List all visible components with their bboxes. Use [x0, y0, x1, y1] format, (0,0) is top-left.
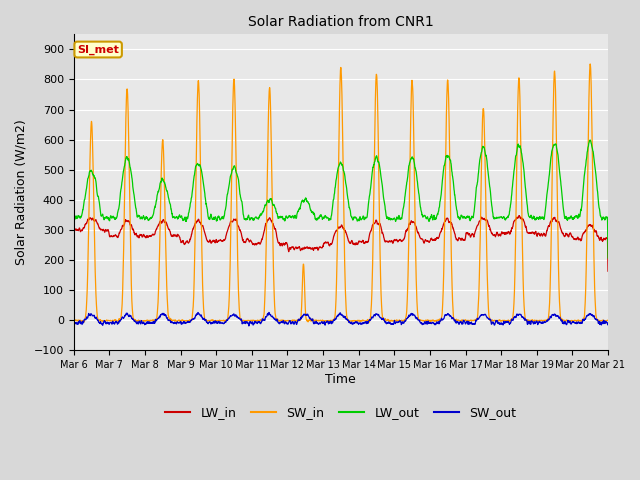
SW_out	[70, 320, 77, 325]
LW_in	[368, 226, 376, 232]
LW_out	[572, 213, 579, 218]
SW_out	[604, 320, 612, 326]
LW_in	[604, 268, 612, 274]
X-axis label: Time: Time	[326, 373, 356, 386]
SW_out	[497, 321, 504, 327]
SW_out	[245, 323, 253, 329]
LW_in	[572, 237, 580, 242]
Title: Solar Radiation from CNR1: Solar Radiation from CNR1	[248, 15, 434, 29]
Line: LW_in: LW_in	[74, 216, 608, 271]
LW_out	[496, 215, 504, 220]
LW_in	[496, 231, 504, 237]
LW_out	[557, 179, 564, 185]
SW_in	[365, 319, 373, 325]
SW_in	[604, 318, 612, 324]
SW_in	[219, 318, 227, 324]
SW_in	[586, 61, 594, 67]
LW_in	[557, 226, 565, 232]
SW_in	[70, 318, 77, 324]
Line: SW_in: SW_in	[74, 64, 608, 322]
SW_in	[356, 318, 364, 324]
LW_out	[356, 214, 364, 219]
SW_out	[219, 320, 227, 326]
Legend: LW_in, SW_in, LW_out, SW_out: LW_in, SW_in, LW_out, SW_out	[161, 401, 521, 424]
LW_out	[70, 256, 77, 262]
LW_in	[219, 238, 227, 243]
Text: SI_met: SI_met	[77, 44, 119, 55]
Line: SW_out: SW_out	[74, 312, 608, 326]
LW_in	[70, 263, 77, 268]
Line: LW_out: LW_out	[74, 140, 608, 259]
SW_out	[557, 318, 565, 324]
LW_out	[219, 215, 227, 221]
LW_out	[604, 255, 612, 261]
LW_in	[516, 213, 524, 218]
LW_out	[368, 176, 376, 181]
LW_in	[356, 239, 364, 244]
SW_in	[557, 316, 565, 322]
Y-axis label: Solar Radiation (W/m2): Solar Radiation (W/m2)	[15, 120, 28, 265]
LW_out	[586, 137, 594, 143]
SW_out	[265, 310, 273, 315]
SW_in	[572, 318, 580, 324]
SW_out	[572, 320, 580, 325]
SW_in	[496, 317, 504, 323]
SW_out	[356, 321, 364, 327]
SW_in	[368, 290, 376, 296]
SW_out	[368, 314, 376, 320]
